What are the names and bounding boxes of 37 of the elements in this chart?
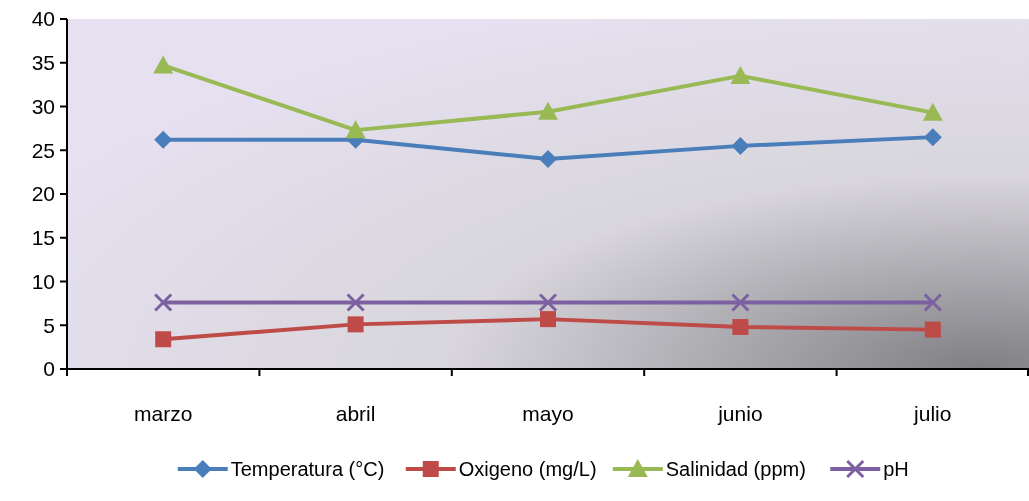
y-tick-label: 0 <box>43 357 55 381</box>
point <box>923 293 943 312</box>
y-tick-label: 25 <box>31 138 55 162</box>
x-tick-label: marzo <box>134 402 193 425</box>
point <box>345 120 366 139</box>
point <box>346 293 366 312</box>
x-tick-label: abril <box>335 402 376 425</box>
point <box>731 136 750 155</box>
point <box>732 319 749 335</box>
point <box>924 321 941 338</box>
point <box>347 316 364 333</box>
y-tick-label: 20 <box>31 182 55 206</box>
point <box>155 331 172 348</box>
point <box>154 130 173 149</box>
legend-label: Temperatura (°C) <box>230 458 385 480</box>
legend-label: Salinidad (ppm) <box>665 458 806 480</box>
point <box>730 293 750 312</box>
point <box>539 150 557 168</box>
point <box>153 55 174 74</box>
point <box>153 293 173 312</box>
y-tick-label: 15 <box>31 226 55 250</box>
point <box>538 293 558 312</box>
x-tick-label: junio <box>717 402 763 425</box>
point <box>730 65 751 84</box>
x-tick-label: julio <box>913 402 952 425</box>
y-tick-label: 30 <box>31 94 55 118</box>
legend-label: Oxigeno (mg/L) <box>458 458 597 480</box>
x-tick-label: mayo <box>522 402 574 425</box>
point <box>538 101 558 120</box>
y-tick-label: 5 <box>43 313 55 337</box>
point <box>540 311 556 328</box>
legend-label: pH <box>883 458 909 480</box>
y-tick-label: 35 <box>31 51 55 75</box>
point <box>923 128 942 147</box>
y-tick-label: 40 <box>31 7 55 31</box>
y-tick-label: 10 <box>31 269 55 293</box>
point <box>922 102 943 121</box>
